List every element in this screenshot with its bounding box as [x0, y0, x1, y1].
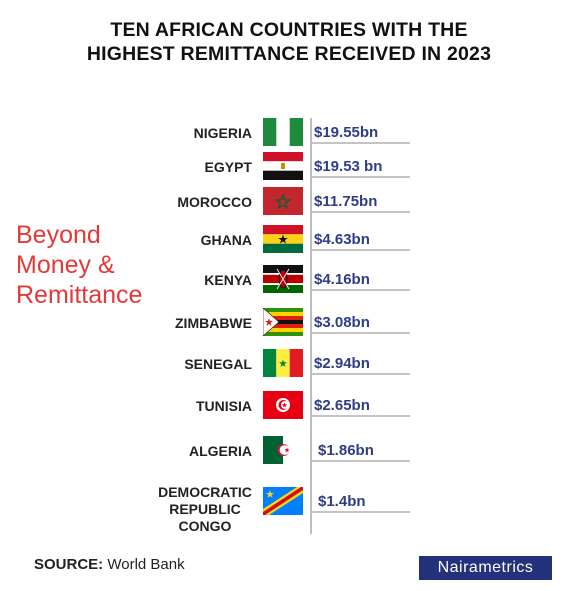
morocco-flag-icon	[263, 187, 303, 215]
egypt-flag-icon	[263, 152, 303, 180]
side-caption-line-1: Beyond	[16, 221, 101, 249]
chart-title: TEN AFRICAN COUNTRIES WITH THE HIGHEST R…	[0, 18, 578, 66]
country-name: EGYPT	[204, 159, 252, 175]
source-label: SOURCE:	[34, 556, 104, 573]
country-name: ALGERIA	[189, 443, 252, 459]
country-name: SENEGAL	[184, 356, 252, 372]
remittance-value: $4.16bn	[314, 271, 370, 288]
kenya-flag-icon	[263, 265, 303, 293]
country-name: TUNISIA	[196, 398, 252, 414]
remittance-value: $19.53 bn	[314, 158, 383, 175]
country-name-line: DEMOCRATIC	[158, 484, 252, 500]
nigeria-flag-icon	[263, 118, 303, 146]
table-row: EGYPT $19.53 bn	[0, 152, 578, 192]
side-caption: Beyond Money & Remittance	[16, 220, 142, 310]
table-row: GHANA $4.63bn	[0, 225, 578, 265]
dr-congo-flag-icon	[263, 487, 303, 515]
table-row: MOROCCO $11.75bn	[0, 187, 578, 227]
remittance-value: $11.75bn	[314, 193, 378, 210]
value-underline	[312, 332, 410, 334]
country-name: DEMOCRATIC REPUBLIC CONGO	[150, 484, 260, 535]
value-underline	[312, 415, 410, 417]
country-name: MOROCCO	[177, 194, 252, 210]
remittance-value: $2.94bn	[314, 355, 370, 372]
remittance-value: $4.63bn	[314, 231, 370, 248]
remittance-value: $19.55bn	[314, 124, 379, 141]
zimbabwe-flag-icon	[263, 308, 303, 336]
value-underline	[312, 176, 410, 178]
ghana-flag-icon	[263, 225, 303, 253]
divider-line	[310, 118, 312, 534]
side-caption-line-3: Remittance	[16, 281, 143, 309]
value-underline	[312, 211, 410, 213]
country-name: KENYA	[204, 272, 252, 288]
side-caption-line-2: Money &	[16, 251, 115, 279]
remittance-value: $3.08bn	[314, 314, 370, 331]
value-underline	[312, 249, 410, 251]
table-row: TUNISIA $2.65bn	[0, 391, 578, 431]
country-name-line: CONGO	[178, 518, 232, 534]
country-name: ZIMBABWE	[175, 315, 252, 331]
remittance-value: $1.4bn	[318, 493, 366, 510]
country-name: GHANA	[200, 232, 252, 248]
table-row: DEMOCRATIC REPUBLIC CONGO $1.4bn	[0, 483, 578, 534]
source-note: SOURCE: World Bank	[34, 556, 185, 573]
table-row: SENEGAL $2.94bn	[0, 349, 578, 389]
remittance-value: $2.65bn	[314, 397, 370, 414]
value-underline	[312, 511, 410, 513]
table-row: ZIMBABWE $3.08bn	[0, 308, 578, 348]
remittance-value: $1.86bn	[318, 442, 374, 459]
tunisia-flag-icon	[263, 391, 303, 419]
value-underline	[312, 289, 410, 291]
table-row: ALGERIA $1.86bn	[0, 436, 578, 476]
senegal-flag-icon	[263, 349, 303, 377]
value-underline	[312, 142, 410, 144]
source-value: World Bank	[107, 556, 185, 573]
title-line-1: TEN AFRICAN COUNTRIES WITH THE	[110, 19, 468, 41]
table-row: NIGERIA $19.55bn	[0, 118, 578, 158]
country-name-line: REPUBLIC	[169, 501, 241, 517]
algeria-flag-icon	[263, 436, 303, 464]
value-underline	[312, 373, 410, 375]
brand-logo: Nairametrics	[419, 556, 552, 580]
country-name: NIGERIA	[193, 125, 252, 141]
table-row: KENYA $4.16bn	[0, 265, 578, 305]
value-underline	[312, 460, 410, 462]
title-line-2: HIGHEST REMITTANCE RECEIVED IN 2023	[86, 43, 492, 65]
